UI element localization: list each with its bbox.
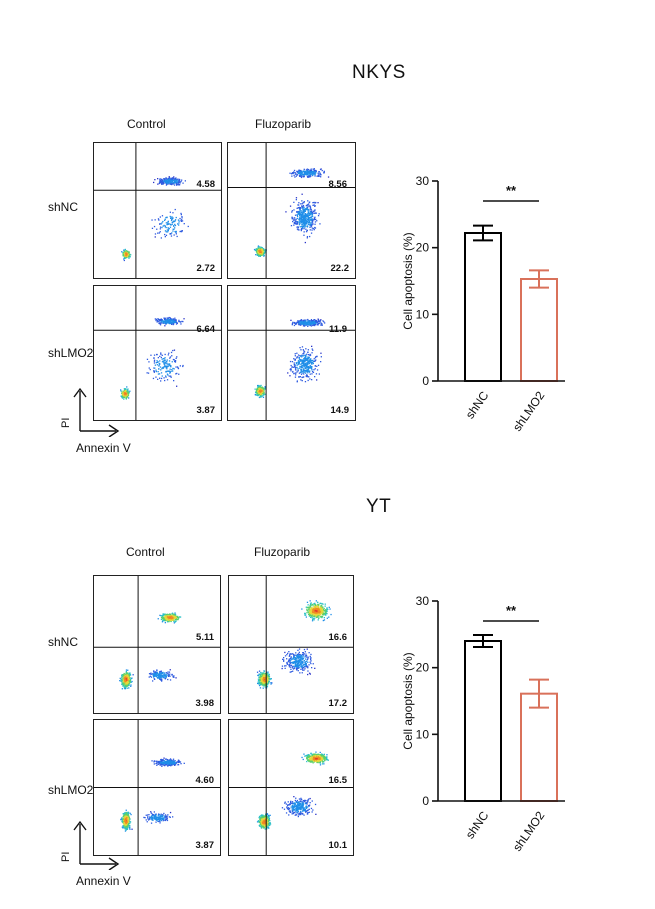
- x-tick-label: shLMO2: [510, 388, 548, 433]
- y-axis-label: Cell apoptosis (%): [401, 232, 415, 329]
- quadrant-lower-right-value: 3.87: [196, 840, 215, 851]
- quadrant-upper-right-value: 6.64: [197, 324, 216, 335]
- row-header-shnc: shNC: [48, 200, 78, 214]
- quadrant-lower-right-value: 22.2: [331, 263, 350, 274]
- row-header-shnc: shNC: [48, 635, 78, 649]
- y-axis-label: Cell apoptosis (%): [401, 652, 415, 749]
- quadrant-lower-right-value: 3.98: [196, 698, 215, 709]
- scatter-cloud: [94, 576, 220, 713]
- y-tick-label: 0: [422, 374, 429, 388]
- x-axis-label-annexin: Annexin V: [76, 874, 131, 888]
- quadrant-lower-right-value: 10.1: [329, 840, 348, 851]
- bar-shnc: [465, 641, 501, 801]
- bar-shlmo2: [521, 694, 557, 801]
- y-tick-label: 10: [416, 307, 430, 321]
- bar-shnc: [465, 233, 501, 381]
- scatter-cloud: [229, 720, 353, 855]
- quadrant-lower-right-value: 2.72: [197, 263, 216, 274]
- y-tick-label: 20: [416, 241, 430, 255]
- axis-arrows-icon: [62, 818, 122, 870]
- row-header-shlmo2: shLMO2: [48, 346, 93, 360]
- bar-chart-nkys: 0 10 20 30 Cell apoptosis (%) shNC shLMO2 **: [390, 165, 590, 445]
- y-axis-label-pi: PI: [60, 418, 72, 428]
- flow-plot-shnc-control: 5.11 3.98: [93, 575, 221, 714]
- axis-arrows-icon: [62, 385, 122, 437]
- flow-plot-shnc-fluzoparib: 8.56 22.2: [227, 142, 356, 279]
- y-tick-label: 30: [416, 594, 430, 608]
- quadrant-upper-right-value: 11.9: [329, 324, 347, 335]
- y-tick-label: 30: [416, 174, 430, 188]
- flow-plot-shnc-control: 4.58 2.72: [93, 142, 222, 279]
- x-tick-label: shNC: [463, 388, 492, 421]
- scatter-cloud: [94, 143, 221, 278]
- column-header-fluzoparib: Fluzoparib: [255, 117, 311, 131]
- bar-shlmo2: [521, 279, 557, 381]
- x-tick-label: shLMO2: [510, 808, 548, 853]
- bar-chart-yt: 0 10 20 30 Cell apoptosis (%) shNC shLMO2 **: [390, 585, 590, 865]
- flow-plot-shnc-fluzoparib: 16.6 17.2: [228, 575, 354, 714]
- column-header-fluzoparib: Fluzoparib: [254, 545, 310, 559]
- scatter-cloud: [228, 143, 355, 278]
- panel-title-nkys: NKYS: [352, 62, 406, 84]
- panel-title-yt: YT: [366, 496, 391, 518]
- y-tick-label: 10: [416, 727, 430, 741]
- x-axis-label-annexin: Annexin V: [76, 441, 131, 455]
- flow-plot-shlmo2-fluzoparib: 16.5 10.1: [228, 719, 354, 856]
- y-tick-label: 0: [422, 794, 429, 808]
- scatter-cloud: [229, 576, 353, 713]
- quadrant-upper-right-value: 5.11: [196, 632, 214, 643]
- quadrant-upper-right-value: 4.60: [196, 775, 215, 786]
- significance-marker: **: [506, 183, 517, 198]
- x-tick-label: shNC: [463, 808, 492, 841]
- scatter-cloud: [228, 286, 355, 420]
- quadrant-upper-right-value: 16.5: [329, 775, 348, 786]
- y-tick-label: 20: [416, 661, 430, 675]
- y-axis-label-pi: PI: [60, 852, 72, 862]
- row-header-shlmo2: shLMO2: [48, 783, 93, 797]
- quadrant-lower-right-value: 3.87: [197, 405, 216, 416]
- quadrant-upper-right-value: 8.56: [329, 179, 348, 190]
- column-header-control: Control: [127, 117, 166, 131]
- quadrant-lower-right-value: 17.2: [329, 698, 348, 709]
- quadrant-lower-right-value: 14.9: [331, 405, 350, 416]
- significance-marker: **: [506, 603, 517, 618]
- flow-plot-shlmo2-fluzoparib: 11.9 14.9: [227, 285, 356, 421]
- column-header-control: Control: [126, 545, 165, 559]
- quadrant-upper-right-value: 4.58: [197, 179, 216, 190]
- quadrant-upper-right-value: 16.6: [329, 632, 348, 643]
